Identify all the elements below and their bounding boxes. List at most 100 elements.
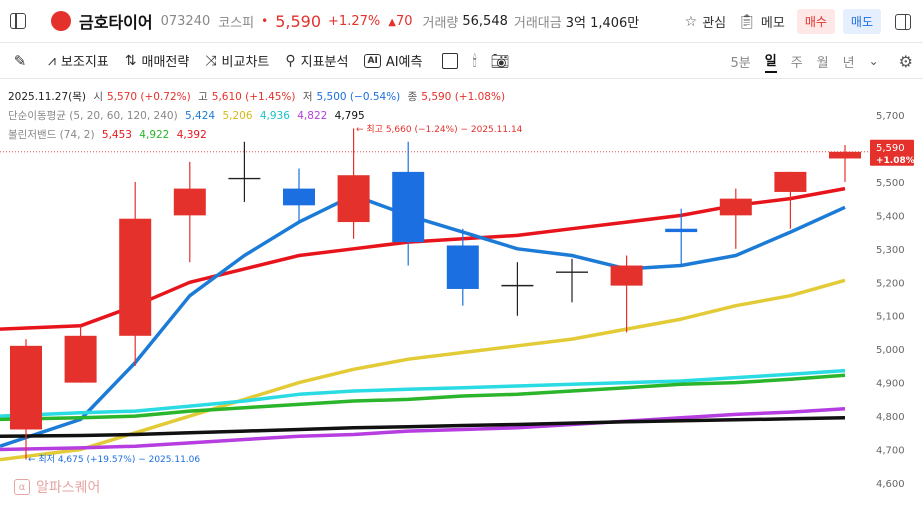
ma120-value: 4,822 bbox=[297, 110, 328, 122]
draw-tool-button[interactable]: ✎ bbox=[0, 52, 40, 70]
layout-button[interactable] bbox=[442, 52, 459, 69]
bb-upper-value: 5,453 bbox=[101, 129, 132, 141]
close-value: 5,590 (+1.08%) bbox=[421, 91, 506, 103]
chart-toolbar: ✎ ⩘ 보조지표 ⇅ 매매전략 ⤨ 비교차트 ⚲ 지표분석 AI AI예측 🕯︎… bbox=[0, 43, 923, 79]
legend-date: 2025.11.27(목) bbox=[8, 91, 86, 103]
volume-label: 거래량 bbox=[422, 15, 459, 31]
up-triangle-icon: ▲ bbox=[388, 16, 396, 28]
sidebar-left-icon bbox=[10, 13, 26, 29]
ma60-value: 4,936 bbox=[259, 110, 290, 122]
watermark-text: 알파스퀘어 bbox=[36, 480, 101, 496]
candle-body bbox=[392, 171, 425, 243]
ma20-value: 5,206 bbox=[222, 110, 253, 122]
ma60-line bbox=[0, 368, 846, 418]
indicator-button[interactable]: ⩘ 보조지표 bbox=[48, 52, 109, 71]
sidebar-right-icon bbox=[895, 13, 911, 30]
left-panel-toggle-button[interactable] bbox=[10, 13, 26, 29]
low-annotation: ← 최저 4,675 (+19.57%) − 2025.11.06 bbox=[28, 454, 200, 465]
bb-row[interactable]: 볼린저밴드 (74, 2) 5,453 4,922 4,392 bbox=[8, 126, 509, 145]
alphasquare-logo-icon: α bbox=[14, 479, 30, 495]
analysis-button[interactable]: ⚲ 지표분석 bbox=[285, 52, 349, 71]
ma20-line bbox=[0, 278, 846, 462]
period-week[interactable]: 주 bbox=[790, 55, 803, 71]
high-value: 5,610 (+1.45%) bbox=[211, 91, 296, 103]
price-tag-box bbox=[870, 139, 914, 166]
volume-value: 56,548 bbox=[462, 13, 508, 29]
screenshot-button[interactable]: 📷︎ bbox=[491, 52, 510, 70]
right-panel-toggle-button[interactable] bbox=[895, 13, 911, 30]
open-label: 시 bbox=[93, 91, 103, 103]
ma-label: 단순이동평균 (5, 20, 60, 120, 240) bbox=[8, 110, 178, 122]
y-tick-label: 5,100 bbox=[876, 312, 905, 323]
watch-button[interactable]: ☆ 관심 bbox=[684, 13, 727, 32]
market-label: 코스피 bbox=[218, 15, 255, 31]
buy-button[interactable]: 매수 bbox=[796, 9, 835, 34]
y-tick-label: 5,500 bbox=[876, 178, 905, 189]
high-label: 고 bbox=[198, 91, 208, 103]
low-value: 5,500 (−0.54%) bbox=[316, 91, 401, 103]
current-price: 5,590 bbox=[275, 11, 322, 31]
candle-body bbox=[610, 265, 643, 286]
y-tick-label: 5,700 bbox=[876, 111, 905, 122]
candle-body bbox=[173, 188, 206, 216]
ma5-line bbox=[0, 193, 846, 448]
period-day[interactable]: 일 bbox=[764, 50, 777, 73]
clipboard-icon: 📋︎ bbox=[738, 13, 756, 30]
candle-body bbox=[719, 198, 752, 216]
ma-row[interactable]: 단순이동평균 (5, 20, 60, 120, 240) 5,424 5,206… bbox=[8, 107, 509, 126]
shuffle-icon: ⤨ bbox=[205, 52, 217, 69]
period-selector: 5분 일 주 월 년 ⌄ ⚙ bbox=[730, 43, 923, 79]
candle-body bbox=[10, 345, 42, 430]
chevron-down-icon[interactable]: ⌄ bbox=[868, 54, 879, 68]
period-5min[interactable]: 5분 bbox=[730, 55, 751, 71]
close-label: 종 bbox=[407, 91, 418, 103]
memo-button[interactable]: 📋︎ 메모 bbox=[738, 13, 785, 32]
stock-code: 073240 bbox=[160, 13, 211, 29]
y-tick-label: 5,300 bbox=[876, 245, 905, 256]
gear-icon[interactable]: ⚙ bbox=[898, 51, 913, 71]
camera-icon: 📷︎ bbox=[490, 51, 510, 70]
stock-header: 금호타이어 073240 코스피 • 5,590 +1.27% ▲70 거래량 … bbox=[0, 0, 923, 43]
y-tick-label: 4,900 bbox=[876, 379, 905, 390]
pencil-icon: ✎ bbox=[13, 51, 27, 70]
change-amount: ▲70 bbox=[388, 13, 413, 29]
price-chart[interactable]: 5,7005,6005,5005,4005,3005,2005,1005,000… bbox=[0, 80, 923, 512]
ma120-line bbox=[0, 406, 846, 452]
sell-button[interactable]: 매도 bbox=[842, 9, 881, 34]
stock-name[interactable]: 금호타이어 bbox=[79, 13, 153, 32]
ohlc-row: 2025.11.27(목) 시 5,570 (+0.72%) 고 5,610 (+1… bbox=[8, 88, 509, 107]
candle-body bbox=[337, 175, 370, 223]
network-icon: ⚲ bbox=[285, 52, 296, 69]
company-logo bbox=[51, 11, 71, 31]
y-tick-label: 5,200 bbox=[876, 278, 905, 289]
ai-predict-button[interactable]: AI AI예측 bbox=[364, 51, 422, 70]
chart-legend: 2025.11.27(목) 시 5,570 (+0.72%) 고 5,610 (+1… bbox=[8, 88, 509, 145]
candle-body bbox=[774, 171, 807, 192]
high-annotation: ← 최고 5,660 (−1.24%) − 2025.11.14 bbox=[356, 124, 523, 135]
change-percent: +1.27% bbox=[328, 13, 381, 29]
candle-body bbox=[283, 188, 315, 206]
candle-body bbox=[446, 245, 479, 289]
price-tag-pct: +1.08% bbox=[876, 156, 915, 166]
y-tick-label: 4,700 bbox=[876, 446, 905, 457]
bb_mid-line bbox=[0, 373, 846, 422]
y-tick-label: 5,400 bbox=[876, 211, 905, 222]
header-actions: ☆ 관심 📋︎ 메모 매수 매도 bbox=[685, 0, 923, 43]
price-tag-value: 5,590 bbox=[876, 143, 905, 154]
candle-body bbox=[665, 228, 698, 233]
separator-dot-icon: • bbox=[261, 14, 269, 28]
candle-body bbox=[829, 151, 861, 159]
bb-label: 볼린저밴드 (74, 2) bbox=[8, 129, 95, 141]
period-year[interactable]: 년 bbox=[842, 55, 855, 71]
y-tick-label: 5,000 bbox=[876, 345, 905, 356]
candle-body bbox=[64, 335, 97, 383]
amount-value: 3억 1,406만 bbox=[565, 15, 640, 31]
trend-line-icon: ⩘ bbox=[48, 52, 56, 69]
strategy-button[interactable]: ⇅ 매매전략 bbox=[124, 52, 190, 71]
bb_upper-line bbox=[0, 186, 846, 331]
compare-button[interactable]: ⤨ 비교차트 bbox=[205, 52, 270, 71]
y-tick-label: 4,800 bbox=[876, 412, 905, 423]
watermark: α 알파스퀘어 bbox=[14, 477, 100, 497]
chart-type-button[interactable]: 🕯︎ bbox=[472, 52, 476, 70]
period-month[interactable]: 월 bbox=[816, 55, 829, 71]
